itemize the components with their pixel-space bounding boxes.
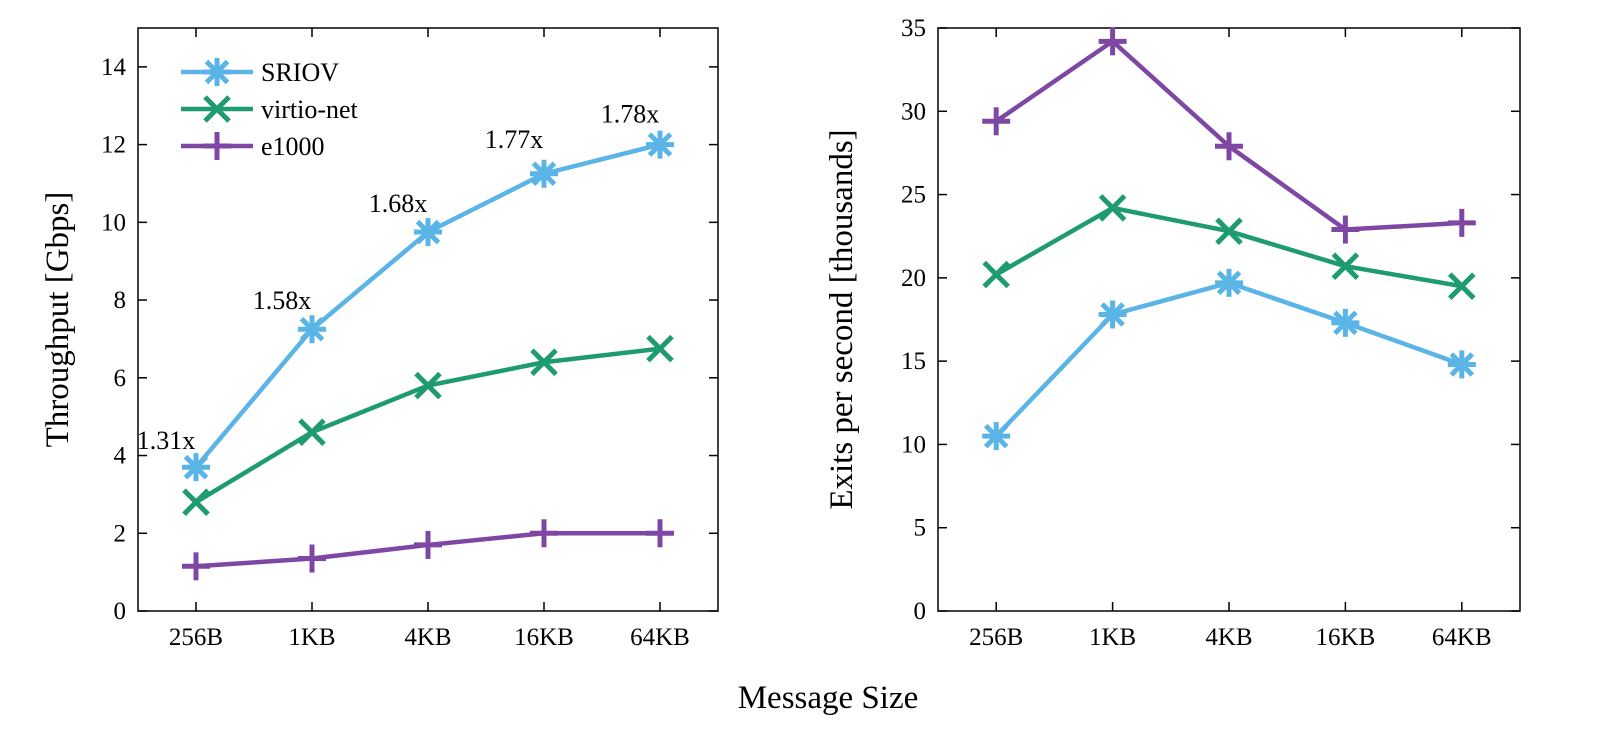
- data-point-e1000: [530, 519, 558, 548]
- legend-entry-sriov: SRIOV: [181, 58, 339, 87]
- shared-x-axis-label: Message Size: [738, 680, 919, 716]
- ratio-annotation: 1.31x: [137, 426, 196, 455]
- data-point-virtio-net: [414, 371, 442, 400]
- series-line-virtio-net: [194, 346, 661, 505]
- y-tick-label: 6: [114, 365, 127, 392]
- plot-frame: [937, 27, 1521, 612]
- data-point-virtio-net: [1098, 194, 1127, 222]
- x-tick-label: 16KB: [1316, 624, 1376, 651]
- data-point-virtio-net: [646, 334, 674, 363]
- x-tick-label: 64KB: [1432, 624, 1492, 651]
- throughput-chart: 0 2 4 6 8 10 12 14 256B 1KB 4KB 16KB 64KB Throughput …: [40, 27, 719, 651]
- data-point-sriov: [298, 315, 326, 344]
- x-tick-label: 16KB: [514, 624, 574, 651]
- y-tick-label: 35: [901, 15, 926, 42]
- legend-marker: [203, 58, 231, 86]
- legend-entry-e1000: e1000: [181, 132, 325, 161]
- data-point-sriov: [982, 422, 1011, 451]
- x-tick-label: 4KB: [404, 624, 451, 651]
- y-tick-label: 4: [114, 443, 127, 470]
- x-tick-label: 1KB: [288, 624, 335, 651]
- legend-marker: [203, 132, 231, 160]
- legend-label: virtio-net: [261, 95, 359, 124]
- data-point-virtio-net: [182, 488, 210, 516]
- x-tick-label: 256B: [169, 624, 223, 651]
- legend-entry-virtio-net: virtio-net: [181, 95, 359, 124]
- y-tick-label: 0: [914, 598, 927, 625]
- x-tick-label: 256B: [969, 624, 1023, 651]
- x-tick-label: 4KB: [1205, 624, 1252, 651]
- data-point-e1000: [1331, 215, 1360, 244]
- data-point-sriov: [182, 453, 210, 482]
- data-point-virtio-net: [1448, 272, 1476, 300]
- y-tick-label: 12: [101, 132, 126, 159]
- data-point-sriov: [646, 130, 674, 159]
- y-tick-label: 0: [114, 598, 127, 625]
- data-point-e1000: [1215, 132, 1243, 161]
- data-point-sriov: [414, 218, 442, 247]
- y-tick-label: 25: [901, 182, 926, 209]
- y-tick-label: 30: [901, 98, 926, 125]
- data-point-e1000: [414, 530, 442, 559]
- series-line-sriov: [994, 280, 1463, 438]
- legend-label: SRIOV: [261, 58, 339, 87]
- y-tick-label: 14: [101, 54, 127, 81]
- y-tick-label: 8: [114, 287, 127, 314]
- data-point-e1000: [646, 519, 674, 548]
- y-tick-label: 5: [914, 515, 927, 542]
- data-point-e1000: [298, 544, 326, 573]
- x-tick-label: 1KB: [1089, 624, 1136, 651]
- data-point-sriov: [1331, 308, 1360, 337]
- y-axis-label: Throughput [Gbps]: [40, 192, 76, 448]
- exits-chart: 0 5 10 15 20 25 30 35 256B 1KB 4KB 16KB 64KB Exits pe…: [824, 15, 1521, 651]
- y-tick-label: 15: [901, 348, 926, 375]
- ratio-annotation: 1.77x: [485, 125, 544, 154]
- data-point-e1000: [1098, 27, 1127, 56]
- y-tick-label: 20: [901, 265, 926, 292]
- legend-marker: [203, 95, 231, 123]
- data-point-e1000: [182, 552, 210, 581]
- legend-label: e1000: [261, 132, 325, 161]
- data-point-e1000: [982, 107, 1011, 136]
- data-point-e1000: [1447, 208, 1476, 237]
- data-point-sriov: [1447, 350, 1476, 379]
- ratio-annotation: 1.58x: [253, 286, 312, 315]
- data-point-sriov: [1215, 268, 1243, 297]
- x-tick-label: 64KB: [630, 624, 690, 651]
- data-point-virtio-net: [1215, 217, 1243, 245]
- y-tick-label: 10: [101, 209, 126, 236]
- y-axis-label: Exits per second [thousands]: [824, 129, 860, 509]
- data-point-virtio-net: [530, 348, 558, 377]
- data-point-virtio-net: [982, 260, 1010, 289]
- ratio-annotation: 1.68x: [369, 189, 428, 218]
- y-tick-label: 2: [114, 520, 127, 547]
- data-point-sriov: [530, 159, 558, 188]
- data-point-virtio-net: [298, 418, 326, 446]
- y-tick-label: 10: [901, 431, 926, 458]
- data-point-sriov: [1098, 300, 1127, 329]
- data-point-virtio-net: [1331, 252, 1360, 280]
- ratio-annotation: 1.78x: [601, 100, 660, 129]
